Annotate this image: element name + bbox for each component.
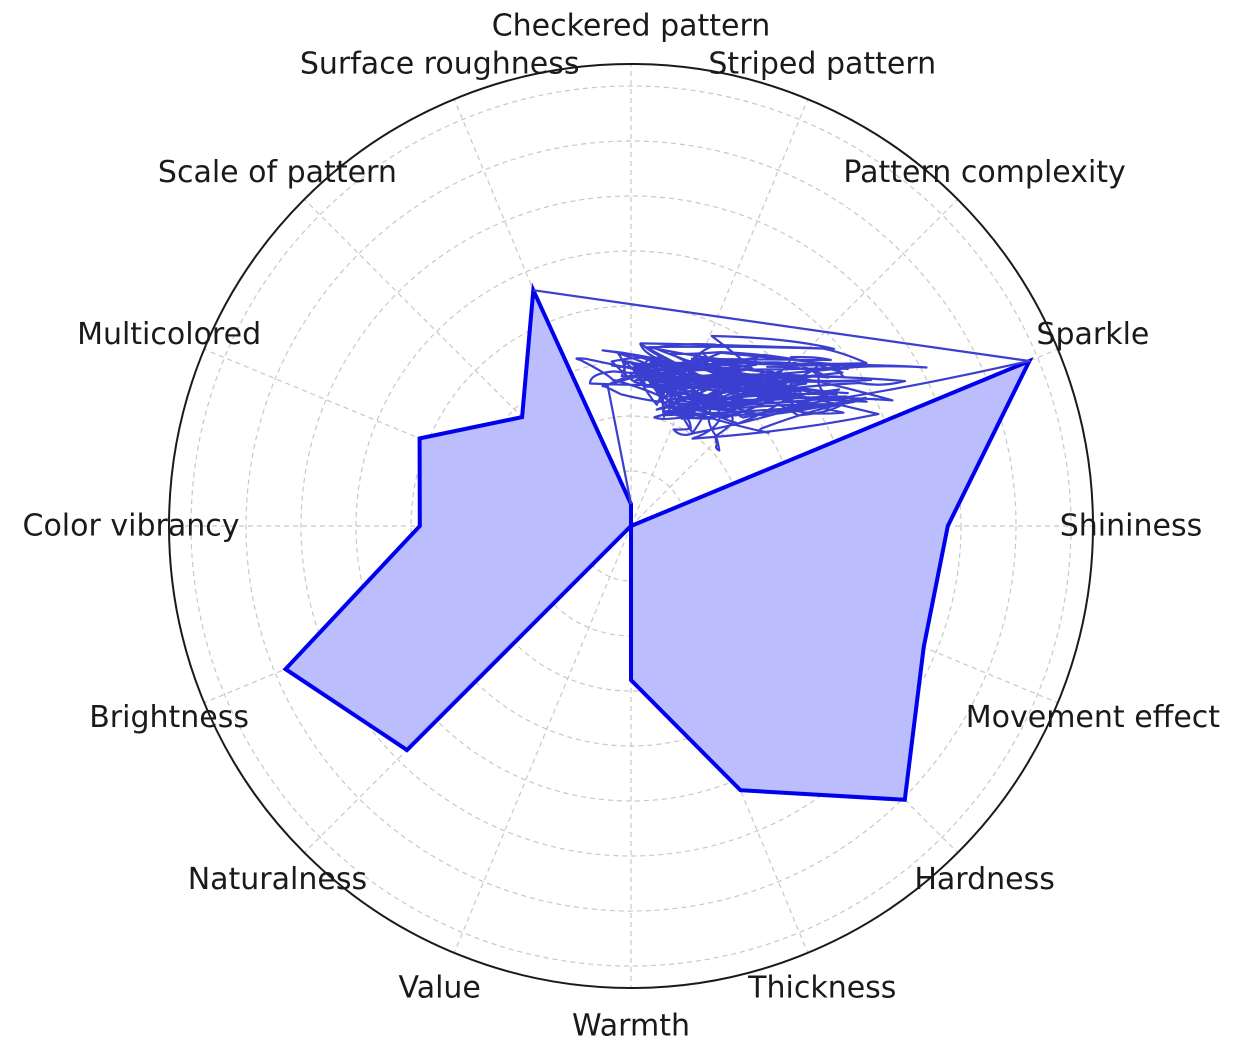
axis-label: Movement effect: [966, 700, 1221, 735]
grid-spoke: [630, 98, 809, 527]
axis-label: Pattern complexity: [843, 155, 1125, 190]
axis-label: Scale of pattern: [158, 155, 397, 190]
grid-ring: [190, 85, 1072, 967]
series-layer: [282, 282, 1034, 802]
axis-label: Brightness: [89, 700, 249, 735]
outer-ring: [168, 63, 1094, 989]
series-outline: [282, 282, 1034, 802]
axis-label: Thickness: [747, 970, 896, 1005]
grid-ring: [245, 140, 1017, 912]
grid-ring: [300, 195, 962, 857]
axis-label: Striped pattern: [708, 47, 936, 82]
axis-label: Shininess: [1060, 509, 1202, 544]
axis-label: Color vibrancy: [23, 509, 240, 544]
axis-label: Value: [399, 970, 481, 1005]
axis-label: Warmth: [572, 1009, 690, 1044]
axis-label: Checkered pattern: [492, 9, 771, 44]
pattern-scribble: [533, 289, 1031, 505]
grid-spoke: [453, 525, 632, 954]
axis-label: Hardness: [914, 862, 1055, 897]
axis-label: Multicolored: [77, 317, 261, 352]
axis-label: Surface roughness: [300, 47, 580, 82]
series-area: [285, 290, 1030, 800]
axis-label: Sparkle: [1036, 317, 1149, 352]
axis-label: Naturalness: [188, 862, 367, 897]
